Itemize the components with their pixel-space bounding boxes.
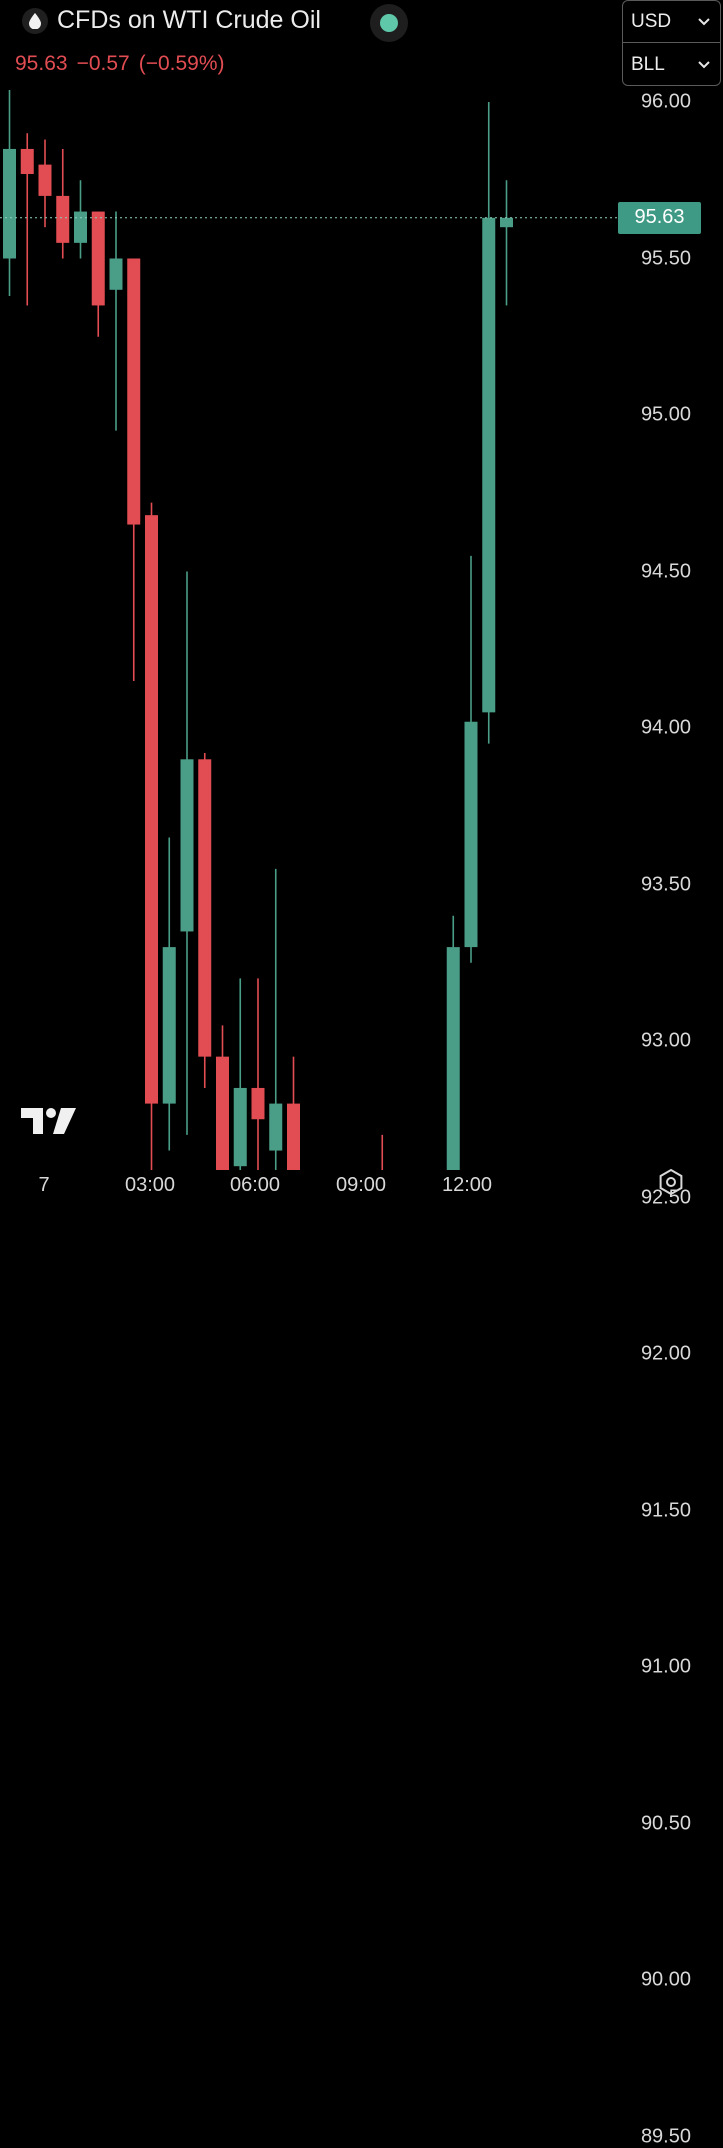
- candle-down[interactable]: [287, 1103, 300, 1170]
- candle-down[interactable]: [145, 515, 158, 1104]
- currency-select[interactable]: USD: [623, 1, 720, 43]
- x-tick-label: 03:00: [124, 1174, 176, 1196]
- last-price-tag: 95.63: [618, 201, 701, 234]
- y-tick-label: 93.00: [640, 1029, 691, 1052]
- candle-down[interactable]: [127, 258, 141, 525]
- chevron-down-icon: [698, 17, 710, 25]
- candle-up[interactable]: [464, 721, 478, 948]
- y-tick-label: 92.00: [640, 1342, 691, 1365]
- chevron-down-icon: [698, 61, 710, 69]
- y-tick-label: 90.50: [640, 1812, 691, 1834]
- candle-up[interactable]: [109, 258, 123, 290]
- y-tick-label: 94.50: [640, 560, 691, 582]
- x-tick-label: 09:00: [335, 1174, 387, 1196]
- settings-icon[interactable]: [657, 1168, 685, 1196]
- chart-header: CFDs on WTI Crude Oil 95.63 −0.57 (−0.59%): [0, 0, 620, 90]
- candle-down[interactable]: [251, 1087, 265, 1120]
- market-status-indicator[interactable]: [370, 4, 408, 42]
- price-summary: 95.63 −0.57 (−0.59%): [15, 52, 234, 76]
- price-change-percent: (−0.59%): [138, 52, 225, 75]
- candle-up[interactable]: [500, 217, 513, 228]
- unit-selectors: USD BLL: [622, 0, 721, 86]
- candlestick-plot[interactable]: [0, 90, 723, 1170]
- y-tick-label: 93.50: [640, 873, 691, 895]
- unit-value: BLL: [631, 54, 665, 75]
- unit-select[interactable]: BLL: [623, 44, 720, 86]
- y-tick-label: 95.50: [640, 247, 691, 269]
- symbol-title[interactable]: CFDs on WTI Crude Oil: [57, 6, 321, 34]
- candle-down[interactable]: [20, 148, 34, 174]
- candle-up[interactable]: [74, 211, 87, 243]
- candle-down[interactable]: [91, 211, 105, 306]
- x-axis[interactable]: 7 03:00 06:00 09:00 12:00: [0, 1168, 723, 1200]
- y-tick-label: 91.00: [640, 1655, 691, 1678]
- y-tick-label: 96.00: [640, 90, 691, 113]
- candle-up[interactable]: [233, 1087, 247, 1167]
- market-open-dot-icon: [380, 14, 398, 32]
- y-tick-label: 91.50: [640, 1499, 691, 1521]
- candle-up[interactable]: [482, 217, 496, 713]
- y-tick-label: 95.00: [640, 403, 691, 426]
- y-tick-label: 94.00: [640, 716, 691, 739]
- candle-up[interactable]: [269, 1103, 283, 1151]
- candle-down[interactable]: [198, 759, 212, 1057]
- x-tick-label: 06:00: [229, 1174, 281, 1196]
- x-tick-label: 7: [38, 1174, 50, 1196]
- currency-value: USD: [631, 10, 672, 32]
- last-price: 95.63: [15, 52, 68, 75]
- candle-up[interactable]: [3, 148, 16, 259]
- candle-down[interactable]: [38, 164, 52, 196]
- x-tick-label: 12:00: [441, 1174, 493, 1196]
- candle-down[interactable]: [216, 1056, 229, 1170]
- oil-drop-icon: [22, 8, 48, 34]
- candle-up[interactable]: [446, 947, 460, 1170]
- price-change: −0.57: [76, 52, 130, 75]
- candle-up[interactable]: [162, 947, 176, 1104]
- candle-up[interactable]: [180, 759, 194, 932]
- y-tick-label: 90.00: [640, 1968, 691, 1991]
- candle-down[interactable]: [56, 195, 70, 243]
- price-chart[interactable]: 96.00 95.50 95.00 94.50 94.00 93.50 93.00 92.50…: [0, 90, 723, 2147]
- y-tick-label: 89.50: [640, 2125, 691, 2147]
- tradingview-logo[interactable]: [21, 1106, 77, 1141]
